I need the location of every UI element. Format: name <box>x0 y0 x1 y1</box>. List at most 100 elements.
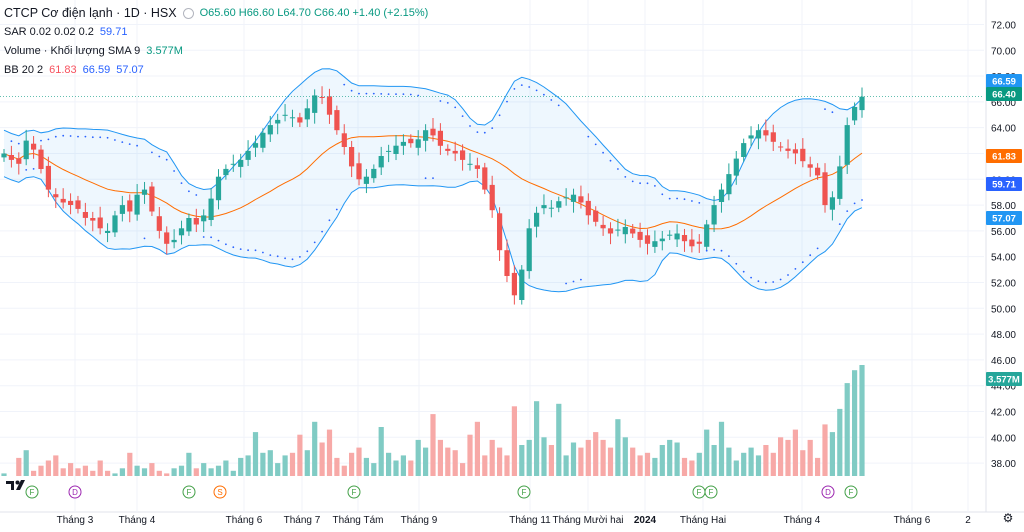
sar-dot <box>365 92 368 95</box>
sar-dot <box>439 100 442 102</box>
volume-indicator-label[interactable]: Volume · Khối lượng SMA 9 <box>4 45 141 57</box>
volume-bar <box>82 465 88 476</box>
candle-body <box>363 176 369 184</box>
sar-dot <box>402 93 405 95</box>
event-marker-icon <box>517 485 531 499</box>
volume-bar <box>637 455 643 476</box>
sar-dot <box>180 182 183 185</box>
candle-body <box>275 119 281 124</box>
volume-bar <box>844 383 850 476</box>
candle-body <box>585 200 591 216</box>
sar-indicator-label[interactable]: SAR 0.02 0.02 0.2 <box>4 26 94 38</box>
volume-bar <box>741 452 747 476</box>
candle-body <box>445 148 451 151</box>
volume-bar <box>386 452 392 476</box>
event-marker-icon <box>821 485 835 499</box>
sar-dot <box>580 278 582 281</box>
sar-dot <box>483 131 486 134</box>
candle-body <box>23 140 29 160</box>
sar-dot <box>853 202 856 205</box>
sar-dot <box>99 136 102 139</box>
price-axis-label-text: 66.59 <box>992 77 1016 88</box>
settings-gear-icon[interactable]: ⚙ <box>1003 511 1014 525</box>
sar-dot <box>151 151 153 154</box>
volume-bar <box>607 447 614 476</box>
candle-body <box>164 232 170 244</box>
sar-dot <box>247 249 250 252</box>
y-tick-label: 46.00 <box>991 356 1016 367</box>
sar-dot <box>654 185 656 187</box>
volume-bar <box>215 465 222 476</box>
candle-body <box>289 117 296 119</box>
sar-dot <box>62 134 65 137</box>
event-marker-label: F <box>849 488 854 497</box>
sar-dot <box>757 280 760 283</box>
sar-dot <box>54 135 57 138</box>
sar-dot <box>143 237 146 240</box>
sar-dot <box>535 89 538 92</box>
volume-bar <box>792 429 798 476</box>
sar-dot <box>195 194 198 196</box>
volume-bar <box>289 452 296 476</box>
volume-bar <box>267 450 273 476</box>
candle-body <box>304 108 310 120</box>
volume-bar <box>245 455 251 476</box>
candle-body <box>829 197 835 210</box>
volume-bar <box>837 408 843 476</box>
candle-body <box>667 234 673 236</box>
volume-bar <box>667 439 673 476</box>
sar-dot <box>661 193 664 196</box>
sar-dot <box>506 100 508 103</box>
candle-body <box>696 241 702 244</box>
candle-body <box>252 143 259 148</box>
sar-dot <box>624 176 627 178</box>
y-tick-label: 48.00 <box>991 330 1016 341</box>
candle-body <box>689 239 695 247</box>
sar-dot <box>372 92 375 95</box>
candle-body <box>60 198 66 203</box>
volume-bar <box>16 457 22 476</box>
volume-bar <box>652 457 658 476</box>
sar-dot <box>469 125 471 127</box>
volume-bar <box>726 447 732 476</box>
candle-body <box>519 269 525 300</box>
symbol-title[interactable]: CTCP Cơ điện lạnh · 1D · HSX <box>4 6 177 20</box>
candle-body <box>704 224 710 247</box>
volume-bar <box>770 452 776 476</box>
y-tick-label: 38.00 <box>991 459 1016 470</box>
x-tick-label: Tháng Tám <box>333 515 384 526</box>
candle-body <box>238 159 244 167</box>
volume-bar <box>622 437 628 476</box>
candle-body <box>748 135 754 139</box>
bb-lower-value: 57.07 <box>116 64 144 76</box>
event-marker-icon <box>704 485 718 499</box>
volume-bar <box>452 450 458 476</box>
candle-body <box>326 96 333 115</box>
candle-body <box>334 110 340 131</box>
x-tick-label: Tháng 4 <box>784 515 821 526</box>
bb-indicator-label[interactable]: BB 20 2 <box>4 64 44 76</box>
volume-bar <box>674 442 680 476</box>
volume-bar <box>600 439 606 476</box>
volume-bar <box>755 455 762 476</box>
candle-body <box>622 227 628 235</box>
candle-body <box>378 156 384 168</box>
sar-dot <box>232 246 235 249</box>
event-marker-icon <box>68 485 82 499</box>
sar-dot <box>254 249 257 252</box>
candle-body <box>38 149 44 169</box>
sar-dot <box>276 255 279 258</box>
event-marker-label: F <box>187 488 192 497</box>
candle-body <box>482 167 488 190</box>
sar-dot <box>291 258 294 261</box>
volume-bar <box>748 447 754 476</box>
candle-body <box>356 163 362 180</box>
candle-body <box>615 229 621 231</box>
volume-bar <box>275 463 281 476</box>
x-tick-label: Tháng 6 <box>894 515 931 526</box>
volume-bar <box>437 439 443 476</box>
candle-body <box>674 233 680 240</box>
sar-dot <box>454 106 457 109</box>
